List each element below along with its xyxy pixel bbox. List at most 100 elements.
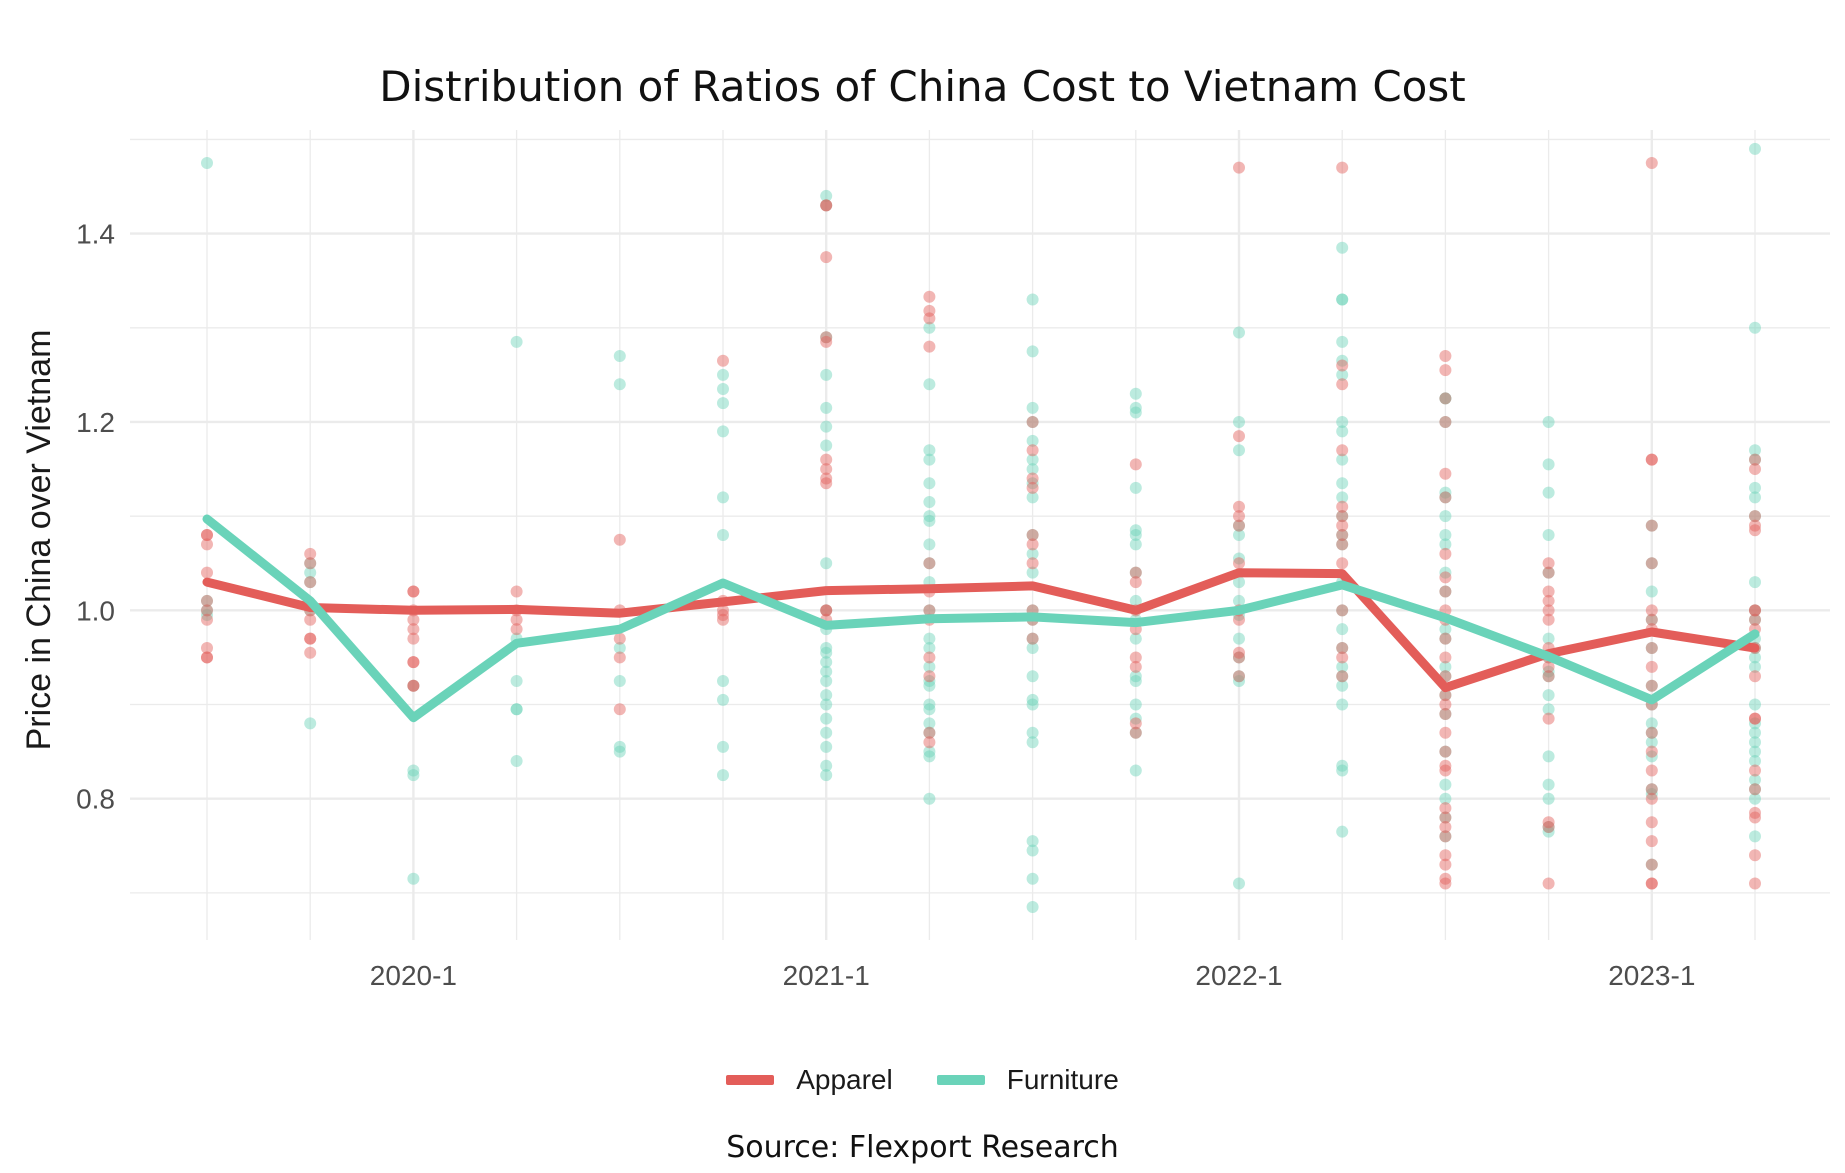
data-point-furniture xyxy=(1749,142,1761,155)
data-point-apparel xyxy=(1336,444,1349,457)
data-point-furniture xyxy=(1749,783,1761,796)
data-point-furniture xyxy=(1026,293,1039,306)
data-point-furniture xyxy=(510,674,523,687)
data-point-furniture xyxy=(1336,759,1349,772)
data-point-furniture xyxy=(1233,552,1245,565)
data-point-apparel xyxy=(1645,745,1658,758)
data-point-furniture xyxy=(1336,293,1349,306)
series-line-apparel xyxy=(202,568,1760,693)
data-point-furniture xyxy=(613,378,626,391)
data-point-apparel xyxy=(1129,576,1142,589)
data-point-furniture xyxy=(923,679,936,692)
data-point-apparel xyxy=(923,557,936,570)
data-point-furniture xyxy=(1542,415,1555,428)
y-tick-label: 1.0 xyxy=(76,595,115,626)
data-point-apparel xyxy=(1336,670,1349,683)
data-point-furniture xyxy=(820,759,833,772)
data-point-apparel xyxy=(1129,717,1142,730)
data-point-apparel xyxy=(1026,472,1039,485)
data-point-furniture xyxy=(1336,679,1349,692)
data-point-furniture xyxy=(1749,481,1761,494)
data-point-apparel xyxy=(1439,802,1452,815)
data-point-apparel xyxy=(1645,613,1658,626)
data-point-furniture xyxy=(1749,792,1761,805)
data-point-apparel xyxy=(1336,510,1349,523)
lines-layer xyxy=(202,514,1760,723)
data-point-apparel xyxy=(1749,811,1761,824)
data-point-furniture xyxy=(1026,642,1039,655)
data-point-furniture xyxy=(1439,392,1452,405)
data-point-furniture xyxy=(820,674,833,687)
data-point-apparel xyxy=(1749,849,1761,862)
data-point-furniture xyxy=(1645,858,1658,871)
data-point-apparel xyxy=(1026,632,1039,645)
data-point-furniture xyxy=(1129,670,1142,683)
data-point-furniture xyxy=(1336,764,1349,777)
data-point-apparel xyxy=(923,736,936,749)
data-point-apparel xyxy=(407,585,420,598)
data-point-furniture xyxy=(820,665,833,678)
data-point-furniture xyxy=(1233,594,1245,607)
data-point-furniture xyxy=(1749,321,1761,334)
data-point-furniture xyxy=(1026,566,1039,579)
data-point-furniture xyxy=(1026,453,1039,466)
data-point-furniture xyxy=(1129,712,1142,725)
data-point-apparel xyxy=(1336,651,1349,664)
data-point-furniture xyxy=(1542,792,1555,805)
data-point-furniture xyxy=(1542,632,1555,645)
x-tick-label: 2023-1 xyxy=(1608,960,1695,991)
data-point-apparel xyxy=(510,613,523,626)
data-point-apparel xyxy=(1129,660,1142,673)
data-point-furniture xyxy=(1542,458,1555,471)
data-point-furniture xyxy=(1542,665,1555,678)
data-point-furniture xyxy=(613,350,626,363)
data-point-apparel xyxy=(304,632,317,645)
data-point-furniture xyxy=(820,646,833,659)
data-point-furniture xyxy=(1645,642,1658,655)
data-point-furniture xyxy=(717,693,729,706)
data-point-apparel xyxy=(1645,764,1658,777)
data-point-apparel xyxy=(1645,835,1658,848)
data-point-apparel xyxy=(201,651,213,664)
data-point-apparel xyxy=(201,538,213,551)
data-point-apparel xyxy=(1542,566,1555,579)
data-point-furniture xyxy=(923,745,936,758)
data-point-furniture xyxy=(1439,778,1452,791)
data-point-apparel xyxy=(613,651,626,664)
data-point-furniture xyxy=(1336,698,1349,711)
data-point-furniture xyxy=(1129,387,1142,400)
data-point-apparel xyxy=(1439,364,1452,377)
data-point-apparel xyxy=(1542,585,1555,598)
data-point-apparel xyxy=(201,604,213,617)
data-point-furniture xyxy=(1336,642,1349,655)
data-point-apparel xyxy=(820,331,833,344)
data-point-apparel xyxy=(923,651,936,664)
data-point-apparel xyxy=(510,585,523,598)
data-point-furniture xyxy=(1439,392,1452,405)
data-point-furniture xyxy=(1129,674,1142,687)
data-point-furniture xyxy=(1233,674,1245,687)
data-point-furniture xyxy=(1129,566,1142,579)
data-point-furniture xyxy=(820,439,833,452)
data-point-apparel xyxy=(1439,707,1452,720)
data-point-furniture xyxy=(1129,524,1142,537)
data-point-apparel xyxy=(1336,500,1349,513)
legend-label-apparel: Apparel xyxy=(796,1064,893,1095)
data-point-apparel xyxy=(1336,519,1349,532)
data-point-apparel xyxy=(1439,392,1452,405)
legend-key-apparel xyxy=(726,1075,775,1085)
legend-item-apparel: Apparel xyxy=(726,1064,893,1096)
data-point-apparel xyxy=(1439,689,1452,702)
data-point-furniture xyxy=(820,331,833,344)
data-point-furniture xyxy=(1026,736,1039,749)
data-point-furniture xyxy=(820,189,833,202)
data-point-apparel xyxy=(1439,759,1452,772)
data-point-furniture xyxy=(1439,538,1452,551)
data-point-furniture xyxy=(1542,566,1555,579)
data-point-apparel xyxy=(820,604,833,617)
data-point-apparel xyxy=(407,585,420,598)
data-point-furniture xyxy=(717,674,729,687)
data-point-apparel xyxy=(1645,453,1658,466)
data-point-apparel xyxy=(923,304,936,317)
data-point-furniture xyxy=(304,566,317,579)
